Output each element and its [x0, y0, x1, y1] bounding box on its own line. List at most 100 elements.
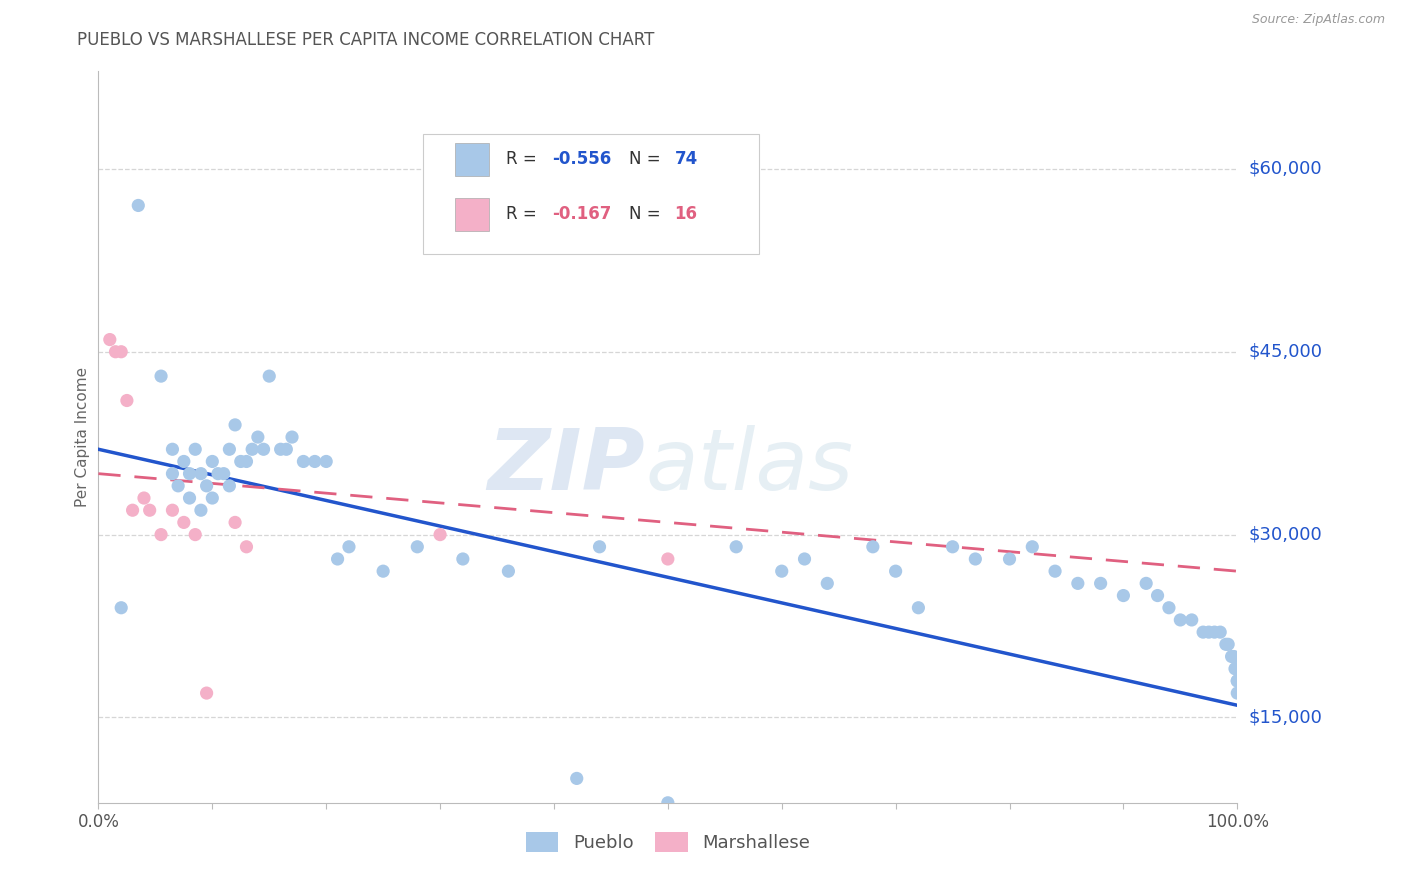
Point: [1223, 649, 1246, 664]
Point: [1223, 662, 1246, 676]
Point: [173, 454, 195, 468]
Text: 74: 74: [675, 151, 697, 169]
Point: [138, 503, 160, 517]
Point: [179, 491, 201, 505]
Point: [246, 430, 269, 444]
Point: [793, 552, 815, 566]
Point: [1204, 625, 1226, 640]
Point: [451, 552, 474, 566]
Point: [179, 467, 201, 481]
Point: [406, 540, 429, 554]
Point: [184, 527, 207, 541]
Point: [235, 540, 257, 554]
Point: [1181, 613, 1204, 627]
Point: [1067, 576, 1090, 591]
Point: [1021, 540, 1043, 554]
Point: [657, 552, 679, 566]
Point: [1146, 589, 1168, 603]
FancyBboxPatch shape: [456, 198, 489, 231]
Point: [162, 503, 184, 517]
Point: [862, 540, 884, 554]
Point: [218, 479, 240, 493]
Point: [162, 467, 184, 481]
Point: [150, 527, 173, 541]
Point: [770, 564, 793, 578]
Point: [1209, 625, 1232, 640]
Point: [292, 454, 315, 468]
Y-axis label: Per Capita Income: Per Capita Income: [75, 367, 90, 508]
Point: [1198, 625, 1220, 640]
Point: [98, 333, 121, 347]
Point: [588, 540, 610, 554]
Point: [167, 479, 190, 493]
Point: [1226, 673, 1249, 688]
Text: $45,000: $45,000: [1249, 343, 1323, 360]
Point: [1225, 662, 1247, 676]
Point: [212, 467, 235, 481]
Text: -0.556: -0.556: [551, 151, 612, 169]
Point: [998, 552, 1021, 566]
Text: ZIP: ZIP: [488, 425, 645, 508]
Point: [429, 527, 451, 541]
Point: [259, 369, 281, 384]
Point: [173, 516, 195, 530]
Text: R =: R =: [506, 205, 543, 223]
Point: [1157, 600, 1180, 615]
Point: [207, 467, 229, 481]
Text: $15,000: $15,000: [1249, 708, 1322, 726]
Point: [162, 442, 184, 457]
Text: 16: 16: [675, 205, 697, 223]
Point: [121, 503, 143, 517]
Text: Source: ZipAtlas.com: Source: ZipAtlas.com: [1251, 13, 1385, 27]
Point: [326, 552, 349, 566]
Text: $30,000: $30,000: [1249, 525, 1322, 543]
Point: [240, 442, 263, 457]
Point: [195, 686, 218, 700]
Point: [190, 467, 212, 481]
Point: [304, 454, 326, 468]
Point: [218, 442, 240, 457]
Point: [190, 503, 212, 517]
Point: [224, 516, 246, 530]
Point: [725, 540, 748, 554]
Point: [1043, 564, 1066, 578]
Point: [224, 417, 246, 432]
Point: [270, 442, 292, 457]
Point: [1226, 673, 1249, 688]
Point: [201, 491, 224, 505]
Point: [1220, 649, 1243, 664]
Point: [201, 454, 224, 468]
Text: atlas: atlas: [645, 425, 853, 508]
Point: [229, 454, 252, 468]
Text: PUEBLO VS MARSHALLESE PER CAPITA INCOME CORRELATION CHART: PUEBLO VS MARSHALLESE PER CAPITA INCOME …: [77, 31, 655, 49]
Point: [115, 393, 138, 408]
Point: [942, 540, 965, 554]
Point: [110, 600, 132, 615]
Point: [498, 564, 520, 578]
Point: [884, 564, 907, 578]
Text: N =: N =: [628, 205, 666, 223]
Point: [1226, 686, 1249, 700]
Point: [104, 344, 127, 359]
Point: [1215, 637, 1237, 651]
Point: [1135, 576, 1157, 591]
Point: [1170, 613, 1192, 627]
Text: N =: N =: [628, 151, 666, 169]
Point: [1090, 576, 1112, 591]
Point: [195, 479, 218, 493]
FancyBboxPatch shape: [456, 143, 489, 176]
Text: -0.167: -0.167: [551, 205, 612, 223]
Point: [1192, 625, 1215, 640]
Point: [150, 369, 173, 384]
Legend: Pueblo, Marshallese: Pueblo, Marshallese: [519, 825, 817, 860]
Point: [184, 442, 207, 457]
Point: [127, 198, 149, 212]
Point: [252, 442, 274, 457]
Point: [276, 442, 298, 457]
Point: [132, 491, 155, 505]
Point: [281, 430, 304, 444]
Point: [235, 454, 257, 468]
Point: [1218, 637, 1240, 651]
Point: [965, 552, 987, 566]
Point: [371, 564, 394, 578]
